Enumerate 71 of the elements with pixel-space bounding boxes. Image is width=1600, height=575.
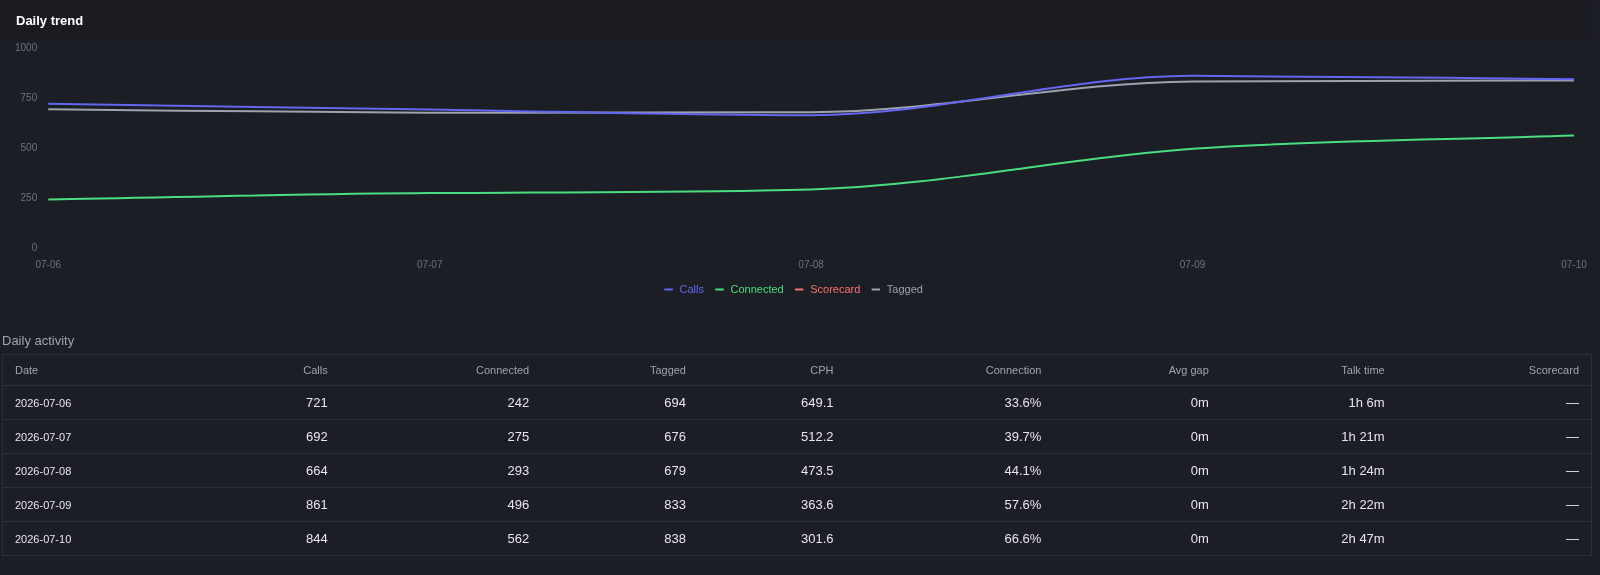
y-tick-label: 750 xyxy=(20,91,38,103)
y-tick-label: 250 xyxy=(20,191,38,203)
y-tick-label: 0 xyxy=(31,241,38,253)
legend-label: Tagged xyxy=(886,282,923,295)
text: Daily activity xyxy=(2,333,76,348)
data-label: 0m xyxy=(1053,487,1221,522)
category-label: 2026-07-10 xyxy=(2,521,214,556)
data-label: 301.6 xyxy=(697,521,846,556)
data-label: 838 xyxy=(541,521,698,556)
text: Scorecard xyxy=(1527,363,1580,378)
data-label: 44.1% xyxy=(845,453,1054,488)
text: Tagged xyxy=(648,363,687,378)
data-label: 0m xyxy=(1053,385,1221,420)
data-label: 496 xyxy=(339,487,542,522)
series-label: Calls xyxy=(302,363,329,378)
data-label: 861 xyxy=(213,487,340,522)
text: Talk time xyxy=(1340,363,1386,378)
data-label: 1h 21m xyxy=(1220,419,1397,454)
data-label: 57.6% xyxy=(845,487,1054,522)
category-label: 2026-07-09 xyxy=(2,487,214,522)
text: Connection xyxy=(984,363,1043,378)
data-label: — xyxy=(1396,487,1592,522)
data-label: 363.6 xyxy=(697,487,846,522)
data-label: — xyxy=(1396,419,1592,454)
text: Date xyxy=(14,363,40,378)
data-label: 692 xyxy=(213,419,340,454)
data-label: 1h 6m xyxy=(1220,385,1397,420)
data-label: 473.5 xyxy=(697,453,846,488)
data-label: 275 xyxy=(339,419,542,454)
data-label: 39.7% xyxy=(845,419,1054,454)
line-series xyxy=(47,134,1575,201)
category-label: 2026-07-07 xyxy=(2,419,214,454)
data-label: — xyxy=(1396,385,1592,420)
data-label: 33.6% xyxy=(845,385,1054,420)
data-label: 66.6% xyxy=(845,521,1054,556)
data-label: 844 xyxy=(213,521,340,556)
x-tick-label: 07-06 xyxy=(35,258,62,270)
data-label: 512.2 xyxy=(697,419,846,454)
data-label: 0m xyxy=(1053,419,1221,454)
data-label: 676 xyxy=(541,419,698,454)
data-label: 1h 24m xyxy=(1220,453,1397,488)
text: Connected xyxy=(474,363,531,378)
data-label: 649.1 xyxy=(697,385,846,420)
y-tick-label: 1000 xyxy=(15,41,38,53)
data-label: 2h 47m xyxy=(1220,521,1397,556)
data-label: — xyxy=(1396,453,1592,488)
y-tick-label: 500 xyxy=(20,141,38,153)
legend-label: Scorecard xyxy=(810,282,861,295)
data-label: 0m xyxy=(1053,521,1221,556)
chart-title: Daily trend xyxy=(2,2,1590,39)
x-tick-label: 07-07 xyxy=(416,258,443,270)
x-tick-label: 07-09 xyxy=(1179,258,1206,270)
data-label: 562 xyxy=(339,521,542,556)
data-label: 679 xyxy=(541,453,698,488)
legend-label: Connected xyxy=(730,282,784,295)
data-label: 833 xyxy=(541,487,698,522)
data-label: 664 xyxy=(213,453,340,488)
category-label: 2026-07-08 xyxy=(2,453,214,488)
legend-label: Calls xyxy=(679,282,705,295)
data-label: 0m xyxy=(1053,453,1221,488)
text: CPH xyxy=(809,363,835,378)
data-label: 694 xyxy=(541,385,698,420)
text: Avg gap xyxy=(1167,363,1210,378)
data-label: 293 xyxy=(339,453,542,488)
data-label: 242 xyxy=(339,385,542,420)
data-label: 2h 22m xyxy=(1220,487,1397,522)
x-tick-label: 07-08 xyxy=(798,258,825,270)
data-label: — xyxy=(1396,521,1592,556)
x-tick-label: 07-10 xyxy=(1561,258,1588,270)
category-label: 2026-07-06 xyxy=(2,385,214,420)
data-label: 721 xyxy=(213,385,340,420)
